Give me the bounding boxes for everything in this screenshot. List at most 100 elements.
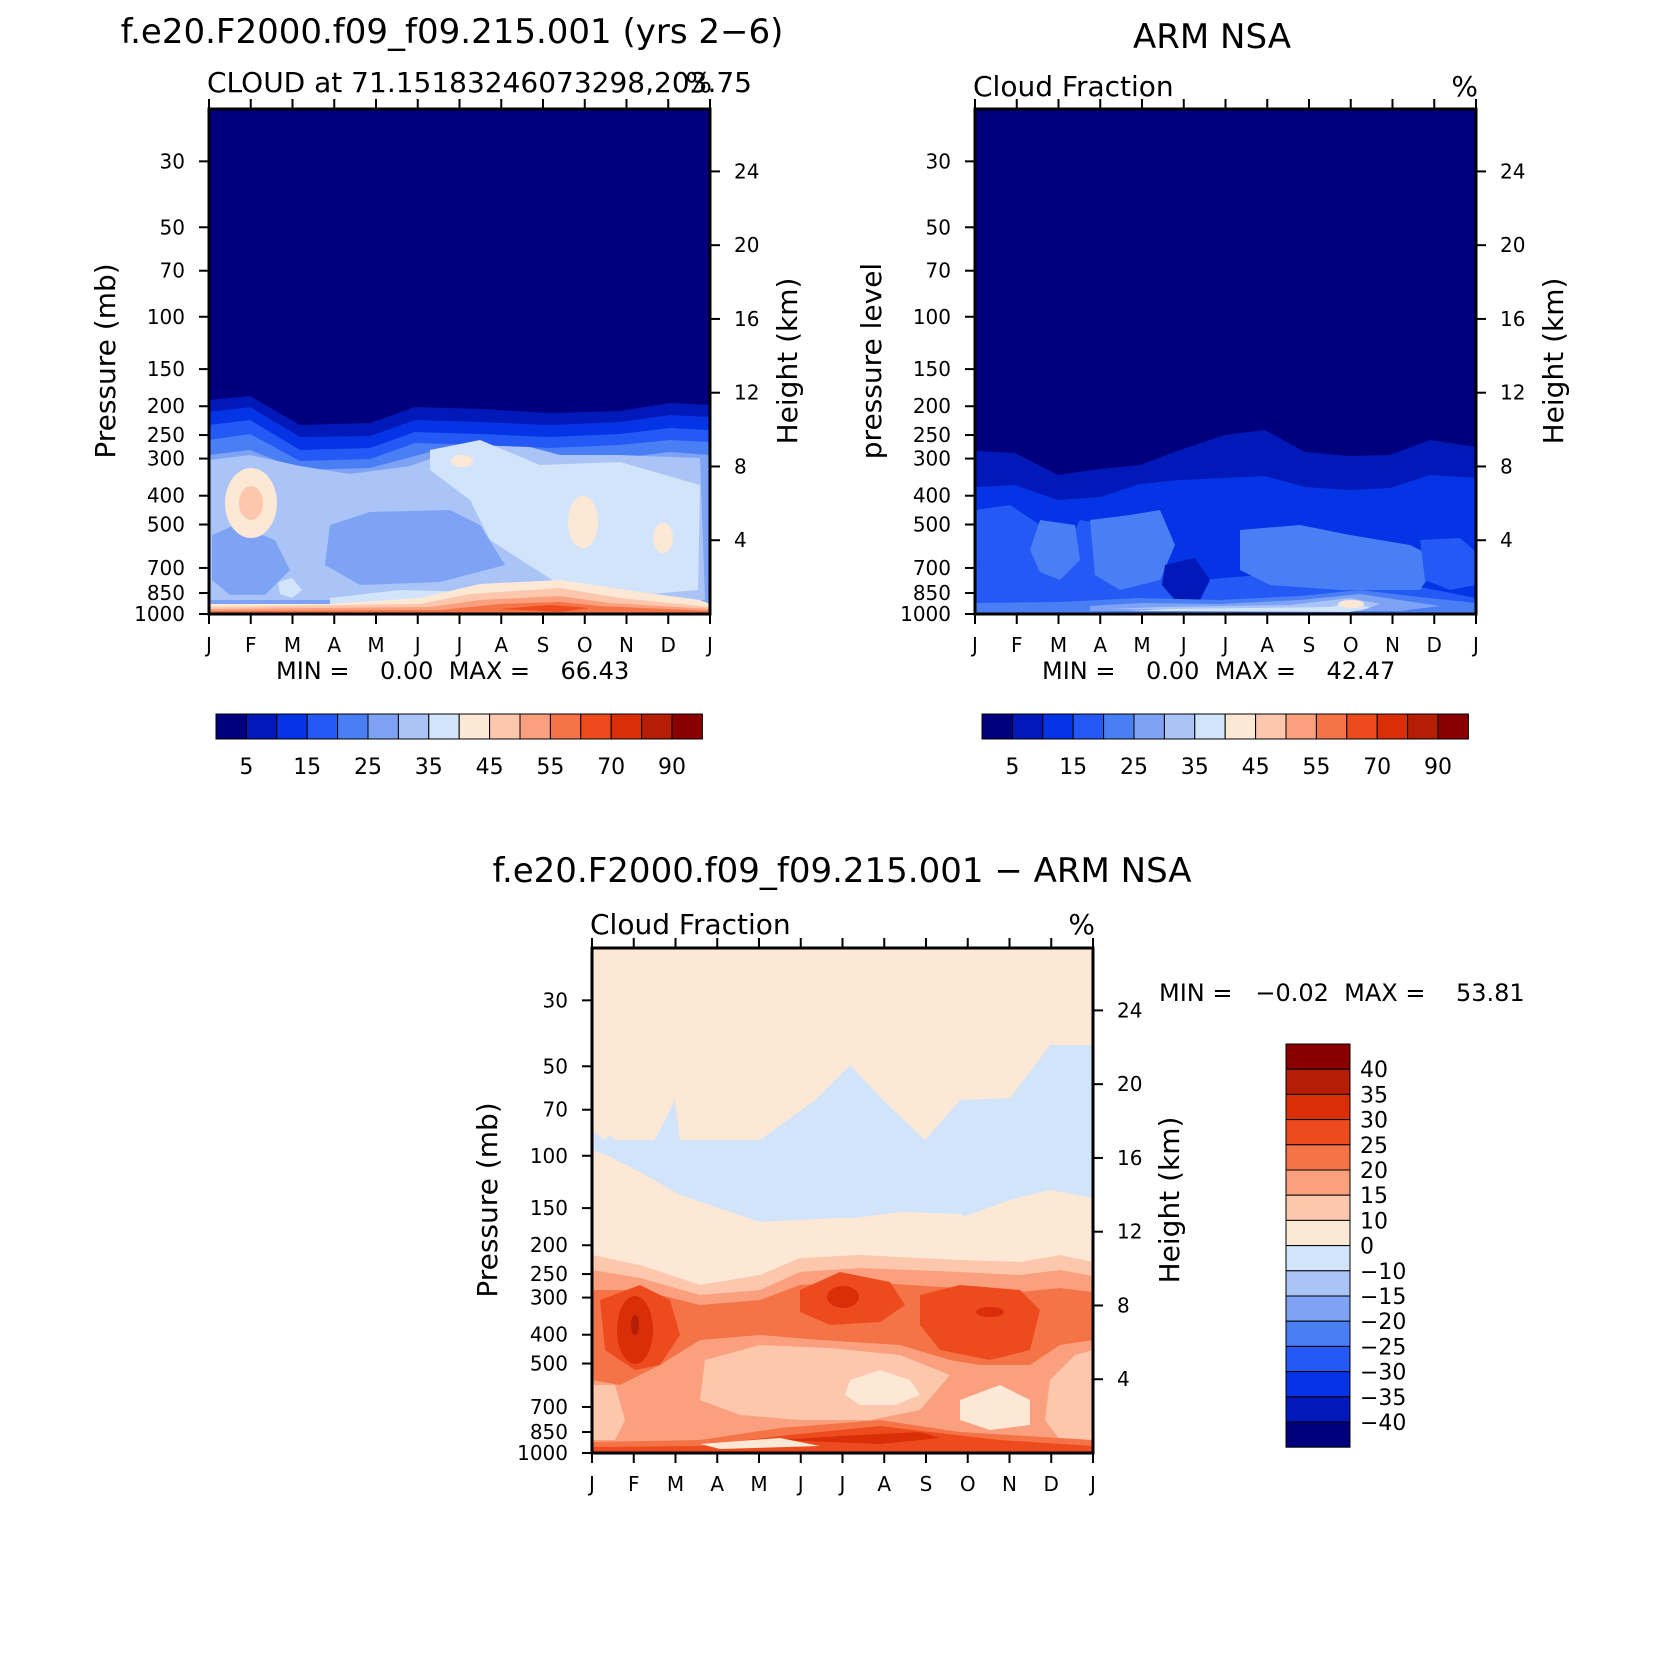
y-tick-label: 70 xyxy=(160,259,185,283)
panel-obs-subtitle: Cloud Fraction xyxy=(973,70,1174,103)
panel-model: f.e20.F2000.f09_f09.215.001 (yrs 2−6) CL… xyxy=(89,12,804,780)
panel-obs-minmax: MIN = 0.00 MAX = 42.47 xyxy=(1042,657,1395,685)
colorbar-label: 70 xyxy=(597,755,625,780)
model-blob-50 xyxy=(239,486,263,520)
diff-region-pos20-right xyxy=(1045,1350,1093,1440)
colorbar-label: −40 xyxy=(1360,1411,1406,1436)
x-tick-label: F xyxy=(245,633,257,657)
colorbar-box xyxy=(276,713,308,740)
x-tick-label: A xyxy=(877,1472,891,1496)
y-right-tick-label: 24 xyxy=(1117,998,1142,1022)
model-region-35-small xyxy=(278,578,302,598)
colorbar-box xyxy=(1011,713,1044,740)
y-tick-label: 70 xyxy=(543,1098,568,1122)
x-tick-label: N xyxy=(619,633,634,657)
panel-obs-units: % xyxy=(1451,70,1478,103)
x-tick-label: O xyxy=(577,633,593,657)
obs-blob-45 xyxy=(1338,600,1364,608)
y-right-tick-label: 20 xyxy=(1500,233,1525,257)
y-right-tick-label: 16 xyxy=(734,307,759,331)
y-tick-label: 400 xyxy=(530,1323,568,1347)
y-right-tick-label: 8 xyxy=(1117,1293,1130,1317)
colorbar-box xyxy=(1285,1245,1351,1272)
x-tick-label: J xyxy=(587,1472,595,1496)
colorbar-box xyxy=(245,713,278,740)
x-tick-label: S xyxy=(537,633,550,657)
colorbar-label: 25 xyxy=(1360,1134,1388,1159)
panel-diff: f.e20.F2000.f09_f09.215.001 − ARM NSA Cl… xyxy=(471,851,1525,1496)
colorbar-label: 55 xyxy=(1302,755,1330,780)
diff-blob-pos35-mid xyxy=(827,1286,859,1308)
panel-diff-ylabel-right: Height (km) xyxy=(1153,1117,1186,1284)
obs-region-20-right xyxy=(1420,538,1476,590)
x-tick-label: M xyxy=(750,1472,767,1496)
diff-region-pos20-left xyxy=(592,1385,625,1440)
y-tick-label: 150 xyxy=(147,357,185,381)
y-tick-label: 700 xyxy=(913,556,951,580)
model-region-25-small xyxy=(212,525,290,595)
colorbar-label: 15 xyxy=(1059,755,1087,780)
colorbar-label: 10 xyxy=(1360,1209,1388,1234)
obs-region-20-left xyxy=(975,505,1045,575)
y-tick-label: 70 xyxy=(926,259,951,283)
colorbar-box xyxy=(1285,1043,1351,1070)
y-right-tick-label: 20 xyxy=(734,233,759,257)
model-blob-45b xyxy=(568,496,598,548)
x-tick-label: S xyxy=(920,1472,933,1496)
colorbar-label: 25 xyxy=(354,755,382,780)
colorbar-label: 5 xyxy=(239,755,253,780)
colorbar-box xyxy=(1346,713,1378,740)
x-tick-label: J xyxy=(705,633,713,657)
colorbar-box xyxy=(1407,713,1439,740)
y-right-tick-label: 16 xyxy=(1117,1146,1142,1170)
x-tick-label: J xyxy=(1221,633,1229,657)
x-tick-label: A xyxy=(1093,633,1107,657)
y-tick-label: 100 xyxy=(913,305,951,329)
y-right-tick-label: 24 xyxy=(1500,159,1525,183)
colorbar-box xyxy=(337,713,369,740)
y-tick-label: 500 xyxy=(913,513,951,537)
y-tick-label: 700 xyxy=(530,1395,568,1419)
colorbar-label: 90 xyxy=(658,755,686,780)
colorbar-label: 15 xyxy=(293,755,321,780)
colorbar-box xyxy=(1103,713,1135,740)
panel-obs-ylabel: pressure level xyxy=(855,263,888,459)
y-right-tick-label: 8 xyxy=(1500,454,1513,478)
colorbar-box xyxy=(458,713,491,740)
x-tick-label: J xyxy=(204,633,212,657)
y-tick-label: 50 xyxy=(160,215,185,239)
colorbar-box xyxy=(1072,713,1105,740)
diff-region-pos15-low xyxy=(845,1370,920,1405)
colorbar-label: −35 xyxy=(1360,1386,1406,1411)
colorbar-label: −20 xyxy=(1360,1310,1406,1335)
colorbar-box xyxy=(1315,713,1348,740)
y-tick-label: 850 xyxy=(147,581,185,605)
panel-obs: ARM NSA Cloud Fraction % J F M A M J J A S O N D J 30… xyxy=(855,17,1570,780)
x-tick-label: N xyxy=(1002,1472,1017,1496)
y-tick-label: 400 xyxy=(147,484,185,508)
colorbar-box xyxy=(1376,713,1409,740)
x-tick-label: J xyxy=(1179,633,1187,657)
colorbar-box xyxy=(1285,1194,1351,1221)
colorbar-box xyxy=(367,713,399,740)
panel-model-field xyxy=(209,109,710,614)
y-tick-label: 200 xyxy=(913,394,951,418)
model-blob-45c xyxy=(653,523,673,553)
y-tick-label: 300 xyxy=(530,1286,568,1310)
y-right-tick-label: 12 xyxy=(1117,1220,1142,1244)
colorbar-label: 30 xyxy=(1360,1109,1388,1134)
panel-model-title: f.e20.F2000.f09_f09.215.001 (yrs 2−6) xyxy=(121,12,784,52)
colorbar-label: −30 xyxy=(1360,1361,1406,1386)
obs-region-25-right xyxy=(1240,525,1440,590)
panel-diff-field xyxy=(592,948,1093,1453)
colorbar-box xyxy=(428,713,460,740)
panel-diff-minmax: MIN = −0.02 MAX = 53.81 xyxy=(1159,979,1525,1007)
colorbar-label: 35 xyxy=(1360,1083,1388,1108)
y-tick-label: 850 xyxy=(530,1420,568,1444)
x-tick-label: M xyxy=(1050,633,1067,657)
colorbar-label: 45 xyxy=(1242,755,1270,780)
